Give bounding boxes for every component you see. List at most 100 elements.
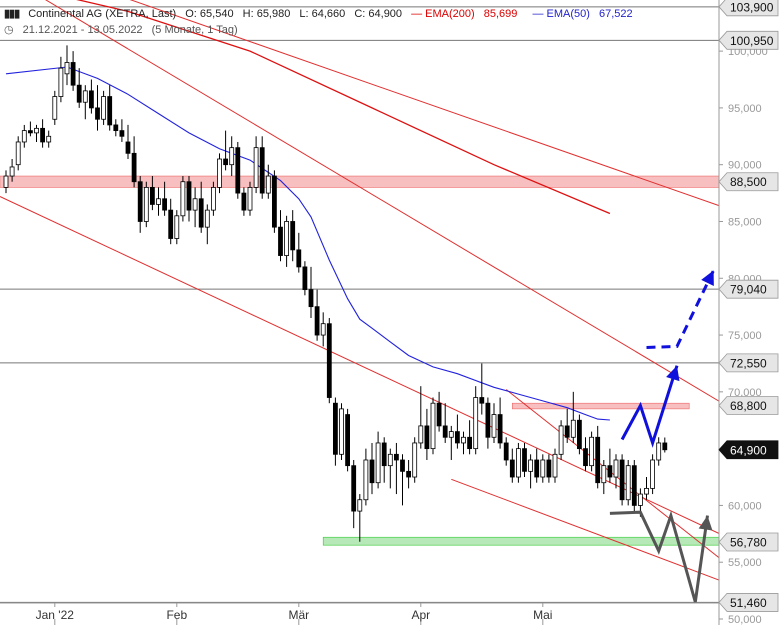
candle-body [503,442,509,461]
candle-body [357,499,363,512]
candle-body [430,402,436,450]
y-tick-label: 70,000 [728,387,762,399]
candle-body [412,442,418,478]
candle-body [217,158,222,188]
bull-dashed-arrowhead [701,270,714,286]
candle-body [82,90,88,103]
candle-body [485,402,491,438]
candle-body [406,470,412,478]
candle-body [393,453,399,461]
candle-body [552,453,558,478]
candle-body [613,459,619,478]
y-tick-label: 50,000 [728,614,762,625]
price-label-bg [718,532,779,552]
candle-body [3,175,9,188]
candle-body [70,62,76,86]
candle-body [424,425,430,450]
y-tick-label: 90,000 [728,160,762,172]
candle-body [119,130,125,137]
candle-body [509,459,515,478]
candle-body [296,249,302,268]
trendline [505,389,733,569]
open-value: O: 65,540 [185,8,234,20]
candle-body [375,442,381,484]
price-label: 103,900 [730,0,774,14]
y-tick-label: 85,000 [728,216,762,228]
low-value: L: 64,660 [299,8,346,20]
candle-body [497,414,503,444]
bull-arrowhead [666,365,680,382]
resistance-zone [511,402,690,410]
candle-body [198,198,204,228]
candle-body [52,96,58,120]
candle-body [290,221,296,251]
candle-body [650,459,655,489]
candle-body [595,436,601,484]
y-tick-label: 75,000 [728,330,762,342]
candle-body [320,323,326,336]
candle-body [638,493,643,506]
x-tick-label: Mai [533,608,552,622]
ema50-legend: — EMA(50) 67,522 [532,8,633,20]
candle-body [418,425,424,444]
candle-body [278,226,283,256]
trendline [451,478,733,586]
candle-body [180,181,186,217]
price-label-bg [718,440,779,460]
candle-body [149,187,155,205]
candle-body [479,397,485,404]
y-tick-label: 55,000 [728,557,762,569]
moving-averages [5,0,611,421]
candle-body [162,198,168,211]
candle-body [15,141,21,166]
candle-body [619,459,625,501]
candle-body [387,453,393,467]
instrument-name: Continental AG (XETRA, Last) [28,8,177,20]
candle-body [351,465,357,512]
candle-body [589,436,594,467]
candle-body [34,127,39,134]
candle-body [76,84,82,103]
price-label-bg [718,353,779,373]
x-tick-label: Jan '22 [36,608,75,622]
candle-body [442,425,448,438]
support-zone [322,536,733,546]
candle-body [461,436,466,444]
candle-body [247,187,253,211]
chart-grid [0,6,719,603]
candle-body [583,448,588,467]
candle-body [204,209,210,228]
candle-body [454,431,460,444]
candle-body [284,221,290,256]
y-axis-bg [719,0,780,625]
bull-projection [620,365,679,448]
ema200-legend: — EMA(200) 85,699 [411,8,518,20]
candle-body [369,459,375,484]
candle-body [546,459,552,478]
candle-body [436,402,442,427]
x-tick-label: Mär [288,608,309,622]
chart-header: ▮▮▮ Continental AG (XETRA, Last) O: 65,5… [4,7,645,20]
candle-body [516,448,521,478]
y-axis: 50,00055,00060,00065,00070,00075,00080,0… [718,0,780,625]
candle-body [534,459,540,478]
candle-body [95,107,100,120]
candle-body [345,414,351,467]
candle-body [9,166,15,177]
price-label: 100,950 [730,34,774,48]
candle-body [27,130,33,134]
candle-body [625,465,631,501]
candle-body [467,436,473,450]
ema50-line [5,66,610,421]
bear-projection [609,510,709,603]
price-label-bg [718,30,779,50]
candle-body [564,425,570,438]
candle-body [332,402,338,455]
candle-body [662,442,668,451]
chart-type-icon[interactable]: ▮▮▮ [4,8,20,20]
candle-body [223,158,229,166]
candle-body [601,465,607,484]
candle-body [448,431,454,438]
x-tick-label: Feb [166,608,187,622]
candle-body [156,198,161,205]
